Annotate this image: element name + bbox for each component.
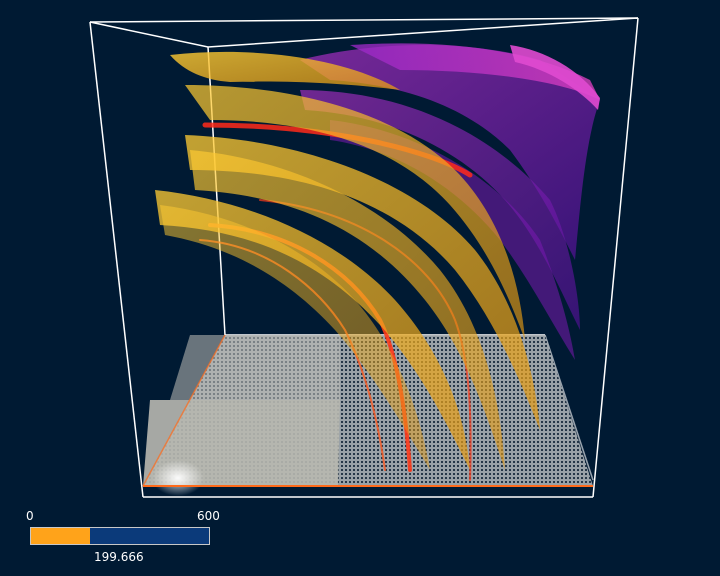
wave-shells-orange — [155, 51, 540, 470]
time-slider-max-label: 600 — [197, 509, 220, 523]
time-slider[interactable] — [30, 527, 210, 545]
time-slider-fill — [31, 528, 91, 544]
time-slider-min-label: 0 — [26, 509, 34, 523]
bounding-box-front — [89, 17, 639, 498]
source-glow — [152, 460, 204, 496]
time-slider-value-label: 199.666 — [94, 550, 144, 564]
